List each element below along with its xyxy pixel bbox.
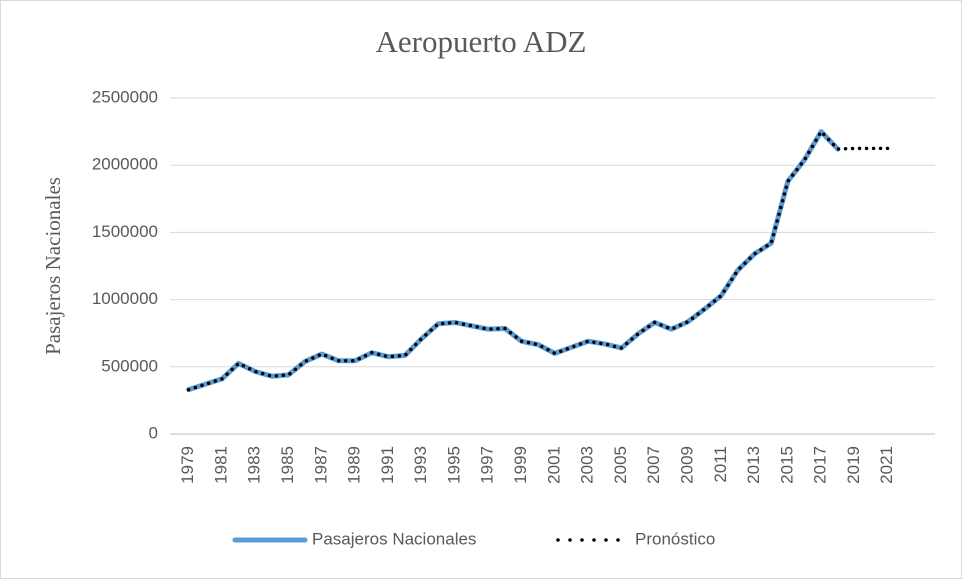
- y-tick-label: 1500000: [92, 222, 158, 241]
- x-tick-label: 2001: [544, 446, 563, 484]
- series-line: [186, 129, 890, 392]
- x-tick-label: 2017: [811, 446, 830, 484]
- legend-label: Pronóstico: [635, 529, 715, 548]
- x-tick-label: 1991: [378, 446, 397, 484]
- x-tick-label: 1989: [345, 446, 364, 484]
- x-tick-label: 1999: [511, 446, 530, 484]
- legend-label: Pasajeros Nacionales: [312, 529, 476, 548]
- x-tick-label: 1979: [178, 446, 197, 484]
- x-tick-label: 1997: [478, 446, 497, 484]
- x-tick-label: 1981: [211, 446, 230, 484]
- x-tick-label: 2013: [744, 446, 763, 484]
- x-tick-label: 1993: [411, 446, 430, 484]
- x-tick-label: 1987: [311, 446, 330, 484]
- x-tick-label: 2015: [777, 446, 796, 484]
- x-tick-label: 2011: [711, 446, 730, 483]
- x-tick-label: 2009: [677, 446, 696, 484]
- y-tick-label: 1000000: [92, 289, 158, 308]
- x-tick-label: 1983: [245, 446, 264, 484]
- x-tick-label: 2007: [644, 446, 663, 484]
- y-tick-label: 2500000: [92, 87, 158, 106]
- x-tick-label: 2021: [877, 446, 896, 484]
- y-tick-label: 0: [149, 423, 158, 442]
- series-line: [186, 129, 841, 393]
- x-tick-label: 2005: [611, 446, 630, 484]
- x-tick-label: 1985: [278, 446, 297, 484]
- chart-title: Aeropuerto ADZ: [376, 24, 587, 59]
- y-tick-label: 500000: [101, 356, 158, 375]
- x-tick-label: 2019: [844, 446, 863, 484]
- y-axis-label: Pasajeros Nacionales: [41, 177, 65, 355]
- y-tick-label: 2000000: [92, 155, 158, 174]
- x-tick-label: 1995: [444, 446, 463, 484]
- x-tick-label: 2003: [578, 446, 597, 484]
